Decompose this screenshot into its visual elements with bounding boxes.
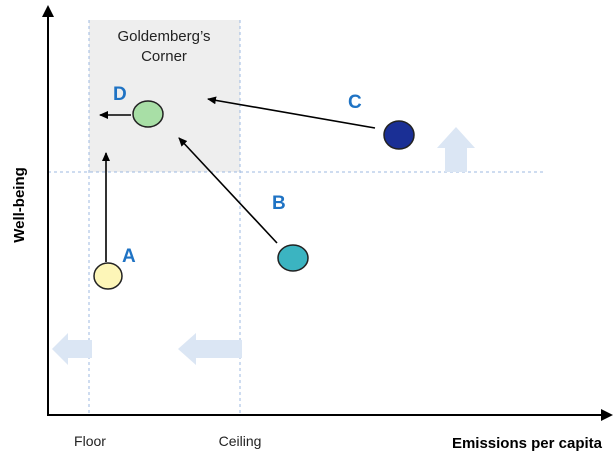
- y-axis-title: Well-being: [11, 167, 28, 243]
- point-d-label: D: [113, 84, 127, 105]
- point-b: [277, 244, 309, 272]
- point-c-label: C: [348, 92, 362, 113]
- left-hint-arrow-floor-icon: [52, 333, 92, 365]
- arrow-c-to-corner: [207, 96, 376, 129]
- x-tick-floor: Floor: [74, 433, 106, 449]
- point-a: [93, 262, 123, 290]
- arrow-b-to-corner: [178, 137, 278, 244]
- x-axis-arrow-icon: [601, 409, 613, 421]
- left-hint-arrow-ceiling-icon: [178, 333, 242, 365]
- corner-label-line1: Goldemberg’s: [117, 28, 210, 45]
- point-b-label: B: [272, 193, 286, 214]
- y-axis-arrow-icon: [42, 5, 54, 17]
- x-axis-title: Emissions per capita: [452, 435, 603, 452]
- point-c: [383, 120, 415, 150]
- point-a-label: A: [122, 246, 136, 267]
- goldembergs-corner-region: [89, 20, 240, 172]
- point-d: [132, 100, 164, 128]
- up-hint-arrow-icon: [437, 127, 475, 172]
- corner-label-line2: Corner: [141, 48, 187, 65]
- x-tick-ceiling: Ceiling: [219, 433, 262, 449]
